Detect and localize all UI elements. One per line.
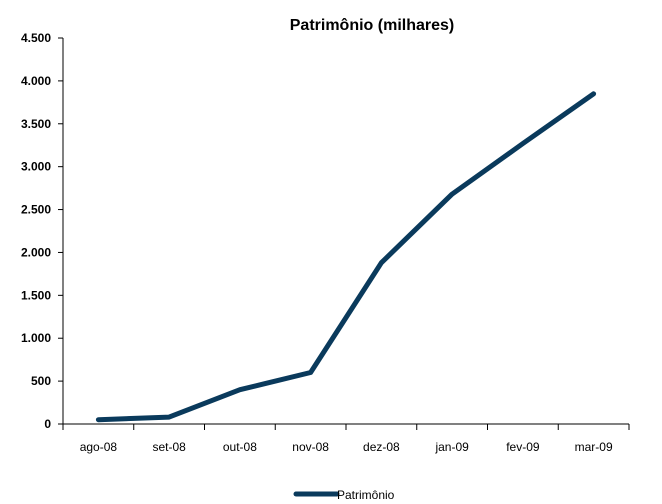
- y-tick-label: 500: [31, 374, 51, 388]
- series-group: [95, 91, 597, 423]
- y-tick-label: 1.500: [21, 288, 51, 302]
- x-tick-label: nov-08: [292, 440, 329, 454]
- y-tick-label: 3.000: [21, 160, 51, 174]
- x-ticks: ago-08 set-08 out-08 nov-08 dez-08 jan-09 fev-…: [62, 424, 630, 454]
- y-ticks: 0 500 1.000 1.500 2.000 2.500 3.000 3.500 4.000 4…: [21, 31, 63, 431]
- y-tick-label: 3.500: [21, 117, 51, 131]
- x-tick-label: mar-09: [575, 440, 613, 454]
- x-tick-label: fev-09: [506, 440, 540, 454]
- y-tick-label: 2.500: [21, 203, 51, 217]
- x-tick-label: dez-08: [363, 440, 400, 454]
- y-tick-label: 4.000: [21, 74, 51, 88]
- legend: Patrimônio: [293, 488, 395, 502]
- y-tick-label: 1.000: [21, 331, 51, 345]
- x-tick-label: set-08: [152, 440, 186, 454]
- legend-label: Patrimônio: [337, 488, 395, 502]
- series-line: [95, 91, 597, 423]
- y-tick-label: 2.000: [21, 245, 51, 259]
- chart-title: Patrimônio (milhares): [290, 17, 454, 34]
- y-tick-label: 0: [44, 417, 51, 431]
- axes: [62, 38, 629, 425]
- y-tick-label: 4.500: [21, 31, 51, 45]
- x-tick-label: jan-09: [434, 440, 469, 454]
- x-tick-label: out-08: [223, 440, 257, 454]
- x-tick-label: ago-08: [80, 440, 118, 454]
